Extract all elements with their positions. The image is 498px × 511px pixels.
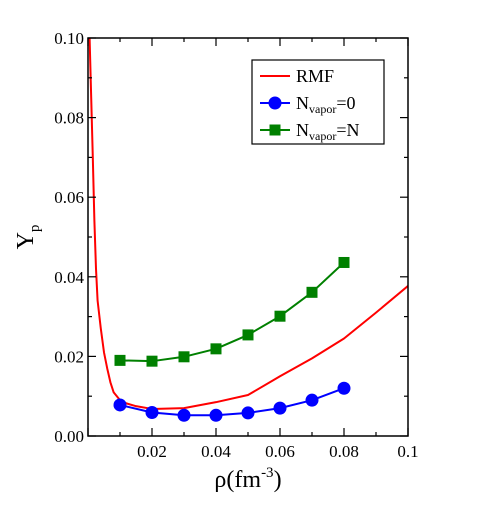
data-point bbox=[338, 256, 350, 268]
x-tick-label: 0.1 bbox=[397, 442, 418, 461]
y-axis-label: Yp bbox=[13, 225, 43, 250]
data-point bbox=[306, 286, 318, 298]
y-tick-label: 0.00 bbox=[54, 427, 84, 446]
plot-area bbox=[88, 38, 408, 422]
legend-marker bbox=[269, 124, 281, 136]
data-point bbox=[114, 354, 126, 366]
data-point bbox=[274, 310, 286, 322]
x-tick-label: 0.06 bbox=[265, 442, 295, 461]
data-point bbox=[241, 406, 255, 420]
x-axis-label: ρ(fm-3) bbox=[214, 465, 281, 493]
series-line-2 bbox=[119, 261, 345, 363]
legend: RMF Nvapor=0 Nvapor=N bbox=[251, 59, 385, 145]
axis-ticks: 0.02 0.04 0.06 0.08 0.1 0.00 0.02 0.04 0.06 0.08 0… bbox=[54, 29, 418, 461]
data-point bbox=[177, 408, 191, 422]
data-point bbox=[273, 401, 287, 415]
data-point bbox=[178, 351, 190, 363]
x-tick-label: 0.04 bbox=[201, 442, 231, 461]
y-tick-label: 0.08 bbox=[54, 109, 84, 128]
y-tick-label: 0.04 bbox=[54, 268, 84, 287]
data-point bbox=[113, 398, 127, 412]
y-tick-label: 0.06 bbox=[54, 188, 84, 207]
data-point bbox=[209, 408, 223, 422]
data-point bbox=[337, 381, 351, 395]
y-tick-label: 0.02 bbox=[54, 347, 84, 366]
legend-label: Nvapor=0 bbox=[296, 93, 355, 116]
legend-marker bbox=[268, 96, 282, 110]
data-point bbox=[145, 406, 159, 420]
data-point bbox=[146, 355, 158, 367]
x-tick-label: 0.02 bbox=[137, 442, 167, 461]
y-tick-label: 0.10 bbox=[54, 29, 84, 48]
data-point bbox=[242, 329, 254, 341]
legend-label: Nvapor=N bbox=[296, 120, 359, 143]
legend-label: RMF bbox=[296, 66, 334, 86]
data-point bbox=[210, 343, 222, 355]
data-point bbox=[305, 393, 319, 407]
x-tick-label: 0.08 bbox=[329, 442, 359, 461]
